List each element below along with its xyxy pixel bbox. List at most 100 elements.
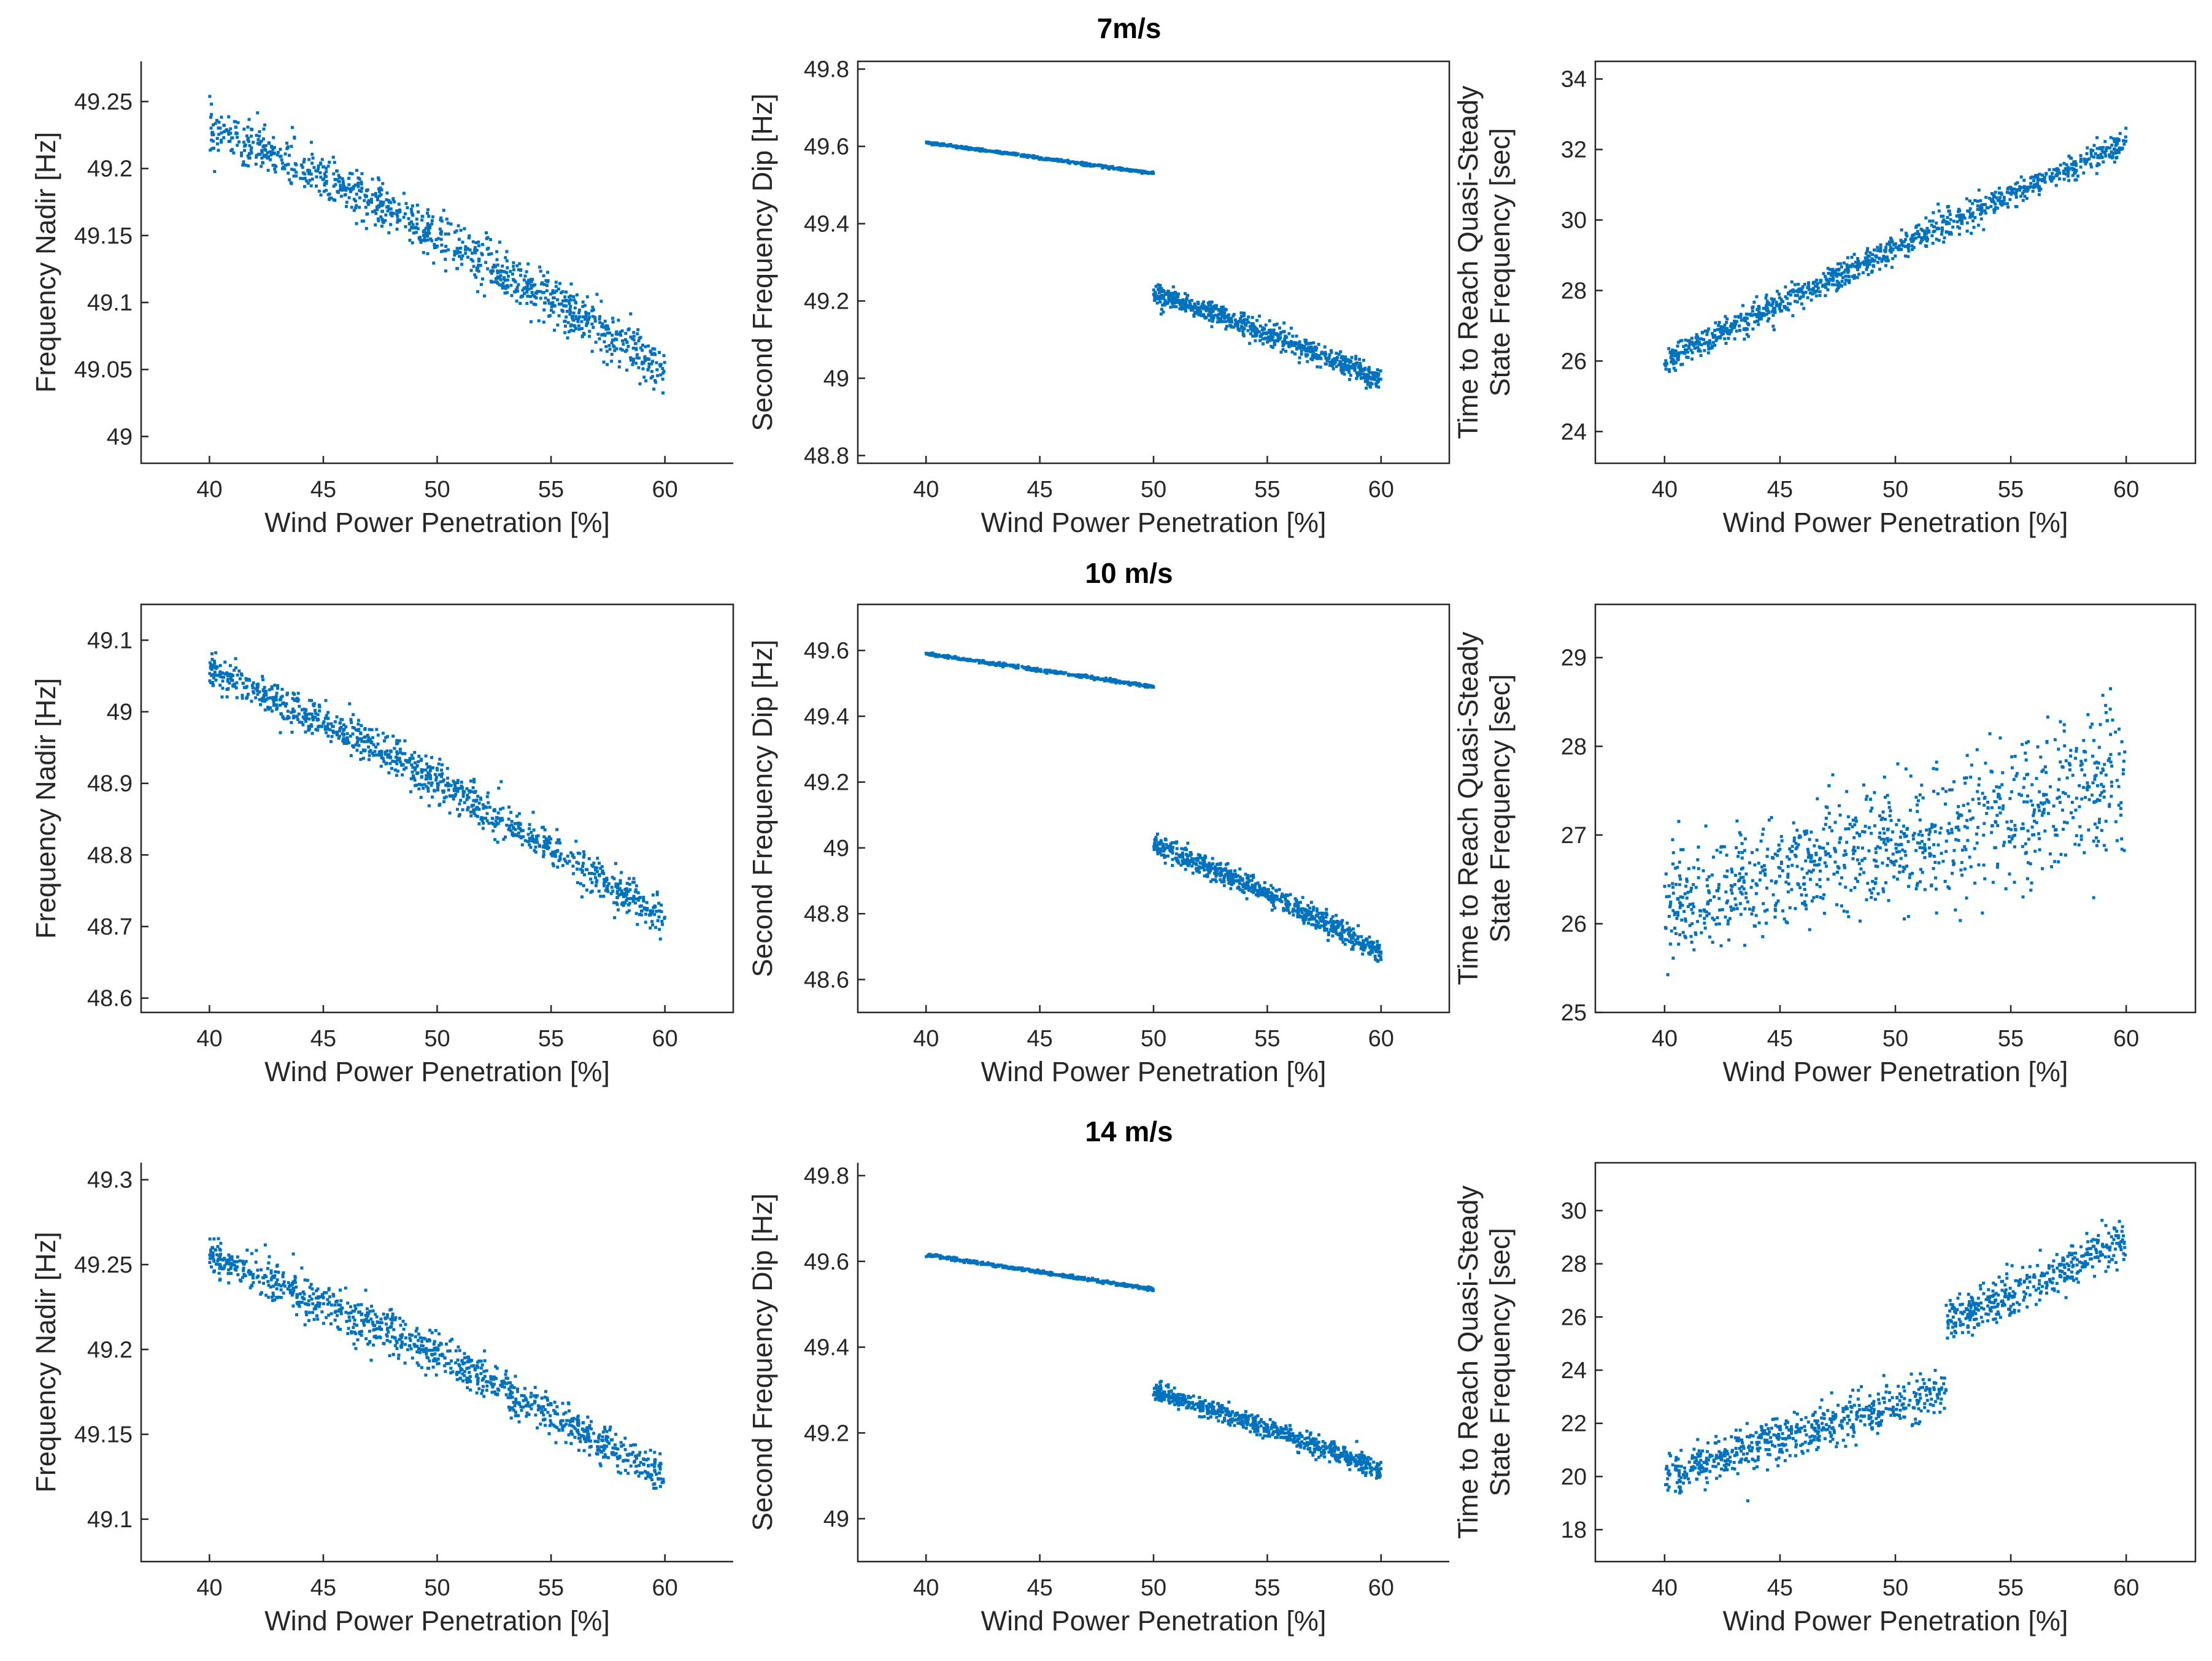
data-point (2056, 174, 2059, 177)
data-point (596, 857, 599, 860)
data-point (1170, 299, 1174, 303)
data-point (364, 206, 368, 209)
data-point (2089, 165, 2093, 169)
data-point (1135, 684, 1139, 687)
data-point (1340, 355, 1344, 358)
data-point (431, 795, 434, 799)
data-point (1911, 248, 1914, 252)
y-tick-label: 49 (107, 424, 133, 450)
data-point (496, 269, 499, 273)
data-point (1707, 327, 1711, 331)
data-point (1153, 842, 1157, 846)
data-point (1349, 374, 1352, 377)
data-point (1208, 312, 1212, 316)
data-point (306, 181, 310, 185)
data-point (501, 269, 504, 273)
data-point (1309, 345, 1313, 349)
data-point (1365, 387, 1368, 390)
data-point (1868, 251, 1872, 255)
data-point (459, 798, 463, 802)
data-point (1167, 299, 1171, 303)
data-point (1835, 289, 1838, 293)
data-point (2075, 163, 2078, 167)
data-point (387, 200, 391, 204)
data-point (442, 796, 446, 800)
data-point (453, 253, 457, 256)
data-point (1185, 858, 1189, 862)
data-point (1154, 291, 1157, 295)
data-point (1942, 218, 1946, 222)
data-point (517, 283, 520, 287)
data-point (1309, 341, 1312, 345)
data-point (651, 893, 655, 897)
data-point (518, 262, 522, 266)
data-point (1209, 880, 1213, 884)
data-point (1935, 237, 1938, 241)
data-point (1865, 268, 1868, 271)
data-point (1994, 190, 1997, 194)
data-point (217, 133, 221, 136)
data-point (365, 189, 369, 193)
data-point (304, 716, 307, 720)
data-point (260, 148, 264, 152)
data-point (415, 203, 419, 207)
data-point (2029, 176, 2033, 180)
data-point (286, 715, 290, 719)
data-point (1163, 861, 1167, 865)
data-point (452, 258, 455, 261)
data-point (220, 675, 224, 679)
data-point (469, 269, 473, 272)
data-point (220, 115, 223, 119)
data-point (1249, 326, 1253, 330)
data-point (473, 248, 477, 252)
data-point (577, 317, 580, 320)
data-point (1923, 234, 1927, 237)
data-point (1801, 290, 1805, 294)
data-point (1922, 236, 1925, 240)
data-point (1306, 360, 1309, 363)
data-point (1851, 275, 1854, 279)
data-point (1056, 671, 1060, 674)
data-point (631, 363, 634, 366)
data-point (659, 373, 663, 377)
data-point (355, 222, 358, 225)
data-point (401, 763, 405, 766)
data-point (626, 890, 630, 893)
data-point (435, 766, 439, 770)
data-point (1940, 214, 1943, 218)
data-point (212, 660, 216, 663)
data-point (326, 717, 330, 720)
data-point (1014, 153, 1017, 157)
data-point (1669, 350, 1673, 354)
data-point (1108, 677, 1112, 680)
data-point (421, 239, 425, 242)
data-point (314, 712, 317, 715)
data-point (326, 734, 330, 738)
data-point (2010, 192, 2013, 196)
data-point (2114, 149, 2118, 153)
data-point (477, 259, 480, 263)
data-point (1304, 342, 1308, 345)
data-point (331, 725, 334, 728)
data-point (1284, 334, 1287, 338)
data-point (1281, 895, 1285, 898)
data-point (1220, 306, 1224, 309)
data-point (303, 176, 307, 180)
data-point (568, 302, 571, 306)
data-point (1710, 344, 1714, 348)
data-point (466, 808, 469, 812)
data-point (428, 769, 432, 773)
data-point (314, 184, 318, 188)
data-point (226, 679, 229, 683)
data-point (642, 376, 646, 379)
data-point (1812, 280, 1816, 284)
data-point (620, 871, 623, 874)
data-point (522, 278, 526, 282)
data-point (1222, 884, 1226, 887)
data-point (436, 782, 439, 785)
series-r2c1-0 (208, 651, 666, 941)
data-point (1720, 333, 1724, 337)
data-point (1765, 312, 1768, 316)
data-point (1026, 155, 1030, 158)
data-point (2051, 177, 2055, 180)
